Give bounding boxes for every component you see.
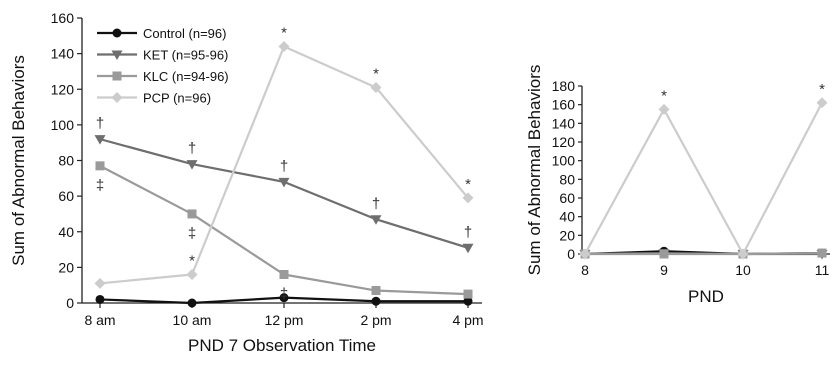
data-point: [659, 249, 669, 259]
data-point: [817, 248, 827, 258]
data-point: [658, 103, 670, 115]
x-tick-label: 8 am: [84, 312, 115, 328]
x-tick-label: 4 pm: [452, 312, 483, 328]
legend-swatch-marker: [111, 92, 123, 103]
data-point: [94, 277, 106, 289]
x-tick-label: 11: [815, 262, 830, 278]
data-point: [279, 270, 289, 279]
data-point: [371, 286, 381, 296]
x-axis-title: PND: [688, 287, 724, 306]
significance-marker: †: [372, 195, 380, 212]
series-line: [585, 251, 823, 256]
significance-marker: ‡: [280, 286, 288, 303]
y-tick-label: 100: [51, 117, 75, 133]
significance-marker: *: [281, 25, 287, 42]
y-tick-label: 40: [58, 224, 74, 240]
y-axis-title: Sum of Abnormal Behaviors: [525, 65, 544, 276]
legend-swatch-marker: [112, 28, 122, 38]
x-tick-label: 2 pm: [360, 312, 391, 328]
data-point: [186, 160, 198, 170]
series-4: * *: [579, 81, 828, 260]
y-tick-label: 180: [552, 78, 576, 94]
y-tick-label: 80: [58, 153, 74, 169]
series-1: [95, 293, 473, 308]
legend-entry: KLC (n=94-96): [143, 69, 229, 84]
significance-marker: †: [464, 224, 472, 241]
y-tick-label: 140: [552, 115, 576, 131]
data-point: [462, 192, 474, 204]
data-point: [279, 293, 289, 303]
data-point: [278, 41, 290, 52]
y-tick-label: 40: [559, 209, 575, 225]
legend-entry: Control (n=96): [143, 26, 226, 41]
y-axis-title: Sum of Abnormal Behaviors: [9, 55, 28, 266]
x-tick-label: 10: [735, 262, 751, 278]
y-tick-label: 100: [552, 153, 576, 169]
y-tick-label: 120: [552, 134, 576, 150]
series-line: [99, 138, 469, 249]
significance-marker: *: [189, 253, 195, 270]
series-4: * * * *: [94, 25, 474, 289]
legend-entry: KET (n=95-96): [143, 48, 228, 63]
legend-swatch-marker: [111, 50, 123, 60]
significance-marker: †: [188, 140, 196, 157]
legend-swatch-marker: [112, 71, 122, 81]
data-point: [278, 177, 290, 188]
x-tick-label: 10 am: [173, 312, 212, 328]
significance-marker: *: [819, 81, 825, 98]
y-tick-label: 80: [559, 171, 575, 187]
data-point: [370, 215, 382, 225]
y-tick-label: 0: [567, 246, 575, 262]
significance-marker: ‡: [96, 177, 104, 194]
y-tick-label: 140: [51, 46, 75, 62]
data-point: [95, 161, 105, 171]
data-point: [816, 97, 828, 109]
significance-marker: †: [96, 115, 104, 132]
significance-marker: *: [465, 176, 471, 193]
x-tick-label: 8: [581, 262, 589, 278]
x-tick-label: 9: [660, 262, 668, 278]
chart-1: 0 20 40 60 80 100 120 140 160 8 am 10 am 12 pm 2 pm 4…: [9, 10, 484, 355]
y-tick-label: 160: [552, 97, 576, 113]
data-point: [94, 135, 106, 145]
data-point: [463, 296, 473, 306]
series-line: [584, 102, 823, 256]
data-point: [371, 296, 381, 306]
data-point: [186, 269, 198, 280]
data-point: [463, 289, 473, 299]
data-point: [579, 248, 591, 260]
significance-marker: ‡: [188, 225, 196, 242]
significance-marker: †: [280, 158, 288, 175]
y-tick-label: 0: [66, 295, 74, 311]
y-tick-label: 160: [51, 10, 75, 26]
legend: Control (n=96) KET (n=95-96) KLC (n=94-96)…: [97, 26, 229, 106]
significance-marker: *: [373, 65, 379, 82]
y-tick-label: 120: [51, 81, 75, 97]
y-tick-label: 60: [58, 188, 74, 204]
x-tick-label: 12 pm: [265, 312, 304, 328]
data-point: [187, 298, 197, 308]
x-axis-title: PND 7 Observation Time: [188, 336, 376, 355]
series-2: † † † † †: [94, 115, 474, 254]
y-tick-label: 60: [559, 190, 575, 206]
data-point: [462, 243, 474, 254]
series-3: [580, 248, 827, 259]
data-point: [737, 248, 749, 260]
chart-2: 0 20 40 60 80 100 120 140 160 180 8 9 10 11 PND Sum of …: [525, 65, 830, 306]
legend-entry: PCP (n=96): [143, 91, 211, 106]
data-point: [187, 209, 197, 219]
y-tick-label: 20: [559, 227, 575, 243]
y-tick-label: 20: [58, 259, 74, 275]
series-3: ‡ ‡ ‡: [95, 161, 473, 303]
data-point: [95, 294, 105, 304]
data-point: [370, 81, 382, 93]
significance-marker: *: [661, 87, 667, 104]
